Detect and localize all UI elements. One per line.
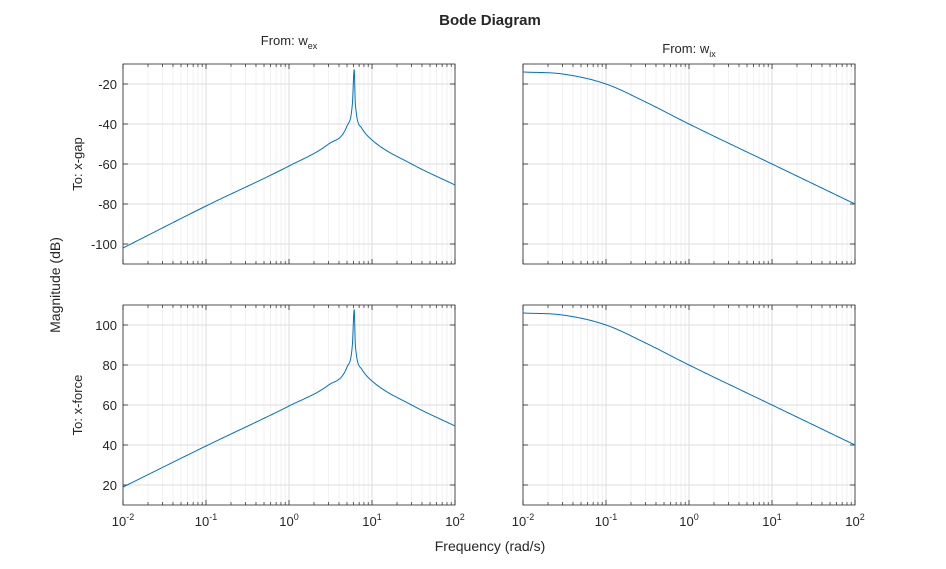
input-labels: From: wex From: wix xyxy=(261,33,716,59)
x-tick-exponent: 1 xyxy=(777,512,782,522)
y-tick-label: -40 xyxy=(98,117,117,132)
x-tick-label: 102 xyxy=(845,512,864,529)
y-axis-label: Magnitude (dB) xyxy=(47,237,63,333)
magnitude-line-r2-c2 xyxy=(522,312,856,446)
x-tick-label: 10-1 xyxy=(195,512,217,529)
series-group-1 xyxy=(122,68,456,249)
series-group-4 xyxy=(522,312,856,446)
magnitude-line-r1-c1 xyxy=(122,68,456,249)
x-tick-exponent: -1 xyxy=(209,512,217,522)
y-tick-label: 60 xyxy=(103,398,117,413)
y-tick-label: 80 xyxy=(103,358,117,373)
series-group-3 xyxy=(122,308,456,488)
output-label-2: To: x-force xyxy=(70,375,85,436)
x-tick-label: 10-2 xyxy=(112,512,134,529)
x-tick-base: 10 xyxy=(445,514,459,529)
x-tick-exponent: -1 xyxy=(609,512,617,522)
x-tick-exponent: 2 xyxy=(460,512,465,522)
y-tick-label: -60 xyxy=(98,157,117,172)
x-tick-base: 10 xyxy=(845,514,859,529)
x-tick-label: 101 xyxy=(362,512,381,529)
input-label-1: From: wex xyxy=(261,33,318,51)
input-subscript: ex xyxy=(308,41,318,51)
x-tick-exponent: -2 xyxy=(526,512,534,522)
output-labels: To: x-gap To: x-force xyxy=(70,137,85,435)
x-tick-exponent: 0 xyxy=(294,512,299,522)
input-symbol: w xyxy=(297,33,308,48)
input-prefix: From: xyxy=(261,33,299,48)
x-tick-label: 100 xyxy=(679,512,698,529)
magnitude-line-r2-c1 xyxy=(122,308,456,488)
input-prefix: From: xyxy=(662,41,700,56)
y-tick-label: -20 xyxy=(98,77,117,92)
x-axis-label: Frequency (rad/s) xyxy=(435,538,545,554)
output-label-1: To: x-gap xyxy=(70,137,85,190)
panel-r2-c2: 10-2 10-1 100 101 102 xyxy=(512,304,865,529)
x-tick-base: 10 xyxy=(762,514,776,529)
input-subscript: ix xyxy=(709,49,716,59)
x-tick-base: 10 xyxy=(595,514,609,529)
x-tick-exponent: -2 xyxy=(126,512,134,522)
x-tick-label: 102 xyxy=(445,512,464,529)
panel-r1-c1: -100 -80 -60 -40 -20 xyxy=(91,63,456,265)
series-group-2 xyxy=(522,71,856,205)
x-tick-label: 100 xyxy=(279,512,298,529)
magnitude-line-r1-c2 xyxy=(522,71,856,205)
x-tick-base: 10 xyxy=(679,514,693,529)
input-symbol: w xyxy=(699,41,710,56)
x-tick-base: 10 xyxy=(362,514,376,529)
y-tick-label: -100 xyxy=(91,237,117,252)
x-tick-base: 10 xyxy=(512,514,526,529)
x-tick-label: 10-2 xyxy=(512,512,534,529)
x-tick-exponent: 2 xyxy=(860,512,865,522)
x-tick-base: 10 xyxy=(279,514,293,529)
x-tick-base: 10 xyxy=(195,514,209,529)
chart-title: Bode Diagram xyxy=(439,12,541,29)
panel-r1-c2 xyxy=(522,63,856,265)
x-tick-base: 10 xyxy=(112,514,126,529)
x-tick-label: 10-1 xyxy=(595,512,617,529)
y-tick-label: 100 xyxy=(95,318,117,333)
x-tick-label: 101 xyxy=(762,512,781,529)
x-tick-exponent: 0 xyxy=(694,512,699,522)
input-label-2: From: wix xyxy=(662,41,716,59)
x-tick-exponent: 1 xyxy=(377,512,382,522)
y-tick-label: 20 xyxy=(103,478,117,493)
y-tick-label: 40 xyxy=(103,438,117,453)
y-tick-label: -80 xyxy=(98,197,117,212)
